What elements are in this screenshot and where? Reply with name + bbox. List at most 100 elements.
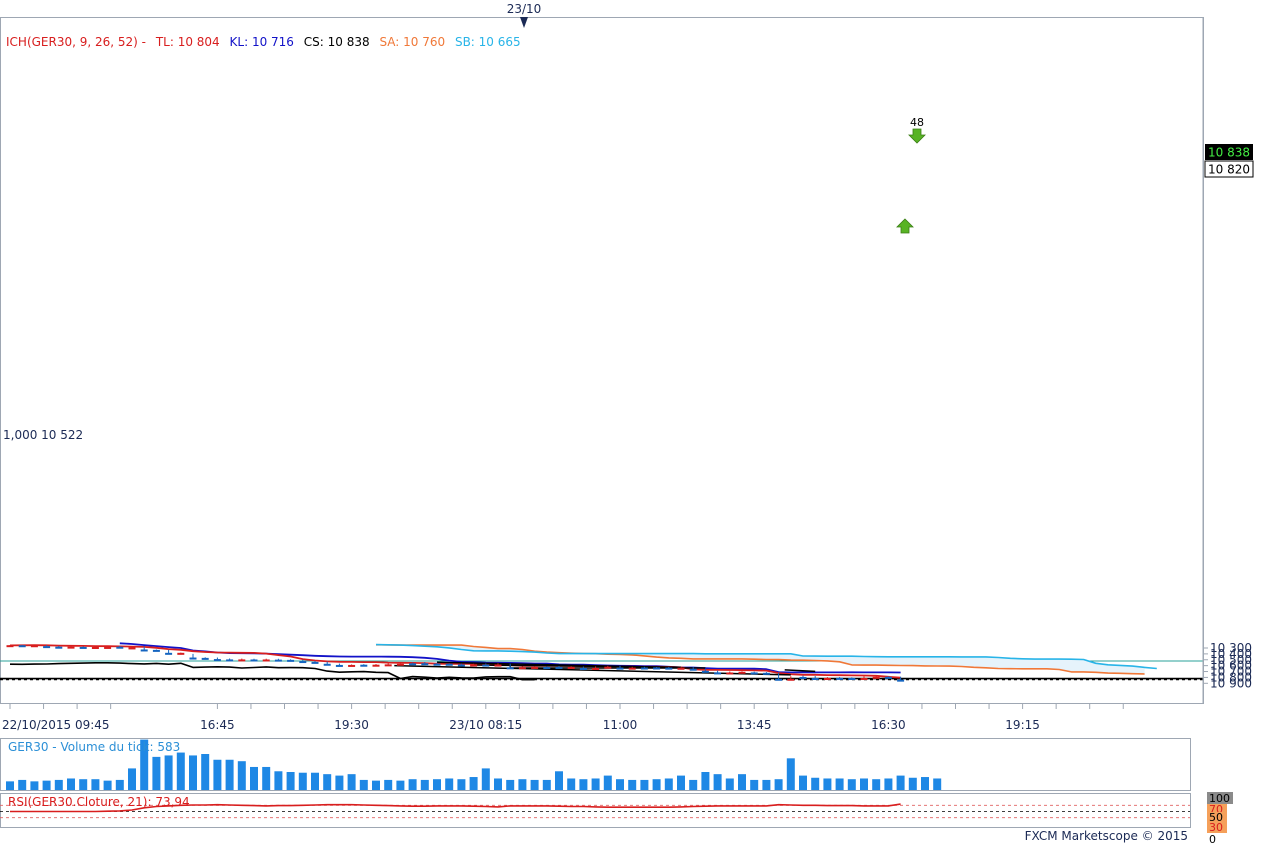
candle-body <box>555 666 563 669</box>
volume-bar <box>250 766 258 790</box>
candle-body <box>494 664 502 667</box>
candle-body <box>6 645 14 648</box>
candle-body <box>262 659 270 662</box>
candle-body <box>665 667 673 670</box>
candle-body <box>714 672 722 675</box>
volume-panel-label: GER30 - Volume du tick: 583 <box>8 740 180 754</box>
top-marker-arrow-icon <box>520 17 528 28</box>
up-arrow-icon <box>896 218 914 234</box>
rsi-level-100-box <box>1207 792 1233 804</box>
candle-body <box>165 652 173 655</box>
volume-bar <box>640 779 649 790</box>
trendline <box>784 669 816 673</box>
x-tick-label: 16:30 <box>871 718 906 732</box>
candle-body <box>250 659 258 662</box>
candle-body <box>897 679 905 682</box>
volume-bar <box>176 752 185 790</box>
chikou-value: CS: 10 838 <box>304 35 370 49</box>
candle-body <box>628 667 636 670</box>
candle-body <box>543 667 551 670</box>
rsi-panel-label: RSI(GER30.Cloture, 21): 73,94 <box>8 795 190 809</box>
candle-body <box>726 672 734 675</box>
candle-body <box>689 668 697 671</box>
ichimoku-legend: ICH(GER30, 9, 26, 52) - TL: 10 804 KL: 1… <box>6 35 521 49</box>
candle-body <box>799 676 807 679</box>
volume-bar <box>542 779 551 790</box>
volume-bar <box>396 780 405 790</box>
trendline <box>394 664 791 676</box>
price-tag-resistance <box>1204 160 1254 178</box>
candle-body <box>104 646 112 649</box>
candle-body <box>213 659 221 662</box>
candle-body <box>823 678 831 681</box>
y-tick-label: 10 600 <box>1210 659 1252 673</box>
volume-bar <box>384 779 393 790</box>
trendline <box>473 664 682 669</box>
volume-bar <box>189 755 197 790</box>
candle-body <box>445 663 453 666</box>
volume-bar <box>298 772 307 790</box>
volume-bar <box>164 755 173 790</box>
candle-body <box>677 667 685 670</box>
candle-body <box>579 668 587 671</box>
volume-bar <box>774 779 783 790</box>
volume-bar <box>799 775 807 790</box>
price-tag-current <box>1205 144 1253 160</box>
tenkan-value: TL: 10 804 <box>155 35 220 49</box>
candle-body <box>884 676 892 679</box>
span-b-line <box>375 643 1157 670</box>
candle-body <box>433 663 441 666</box>
candle-body <box>116 646 124 649</box>
x-tick-label: 16:45 <box>200 718 235 732</box>
candle-body <box>592 668 600 671</box>
candle-body <box>860 678 868 681</box>
volume-bar <box>506 779 515 790</box>
volume-bar <box>677 775 685 790</box>
candle-body <box>238 659 246 662</box>
candle-body <box>762 672 770 675</box>
rsi-polyline <box>10 803 901 813</box>
rsi-level-50: 50 <box>1209 811 1223 824</box>
volume-bar <box>213 759 222 790</box>
ichimoku-label: ICH(GER30, 9, 26, 52) - <box>6 35 146 49</box>
candle-body <box>653 667 661 670</box>
volume-bar <box>494 778 502 790</box>
candle-body <box>79 646 87 649</box>
candle-body <box>128 647 136 650</box>
candle-body <box>518 667 526 670</box>
volume-bar <box>579 779 588 790</box>
volume-bar <box>530 779 539 790</box>
rsi-level-labels: 100 70 50 30 0 <box>1207 792 1233 846</box>
candle-body <box>67 646 75 649</box>
volume-bar <box>128 768 136 790</box>
candle-body <box>55 646 63 649</box>
rsi-level-0: 0 <box>1209 833 1216 844</box>
volume-bar <box>664 778 673 790</box>
volume-bar <box>847 779 856 790</box>
y-tick-label: 10 300 <box>1210 641 1252 655</box>
volume-bar <box>725 778 734 790</box>
candle-body <box>372 664 380 667</box>
indicator-lines <box>9 642 1157 681</box>
candle-body <box>531 666 539 669</box>
y-tick-label: 10 900 <box>1210 676 1252 690</box>
candle-body <box>567 666 575 669</box>
candle-body <box>482 664 490 667</box>
volume-bar <box>6 781 14 790</box>
x-tick-label: 13:45 <box>737 718 772 732</box>
volume-bar <box>445 778 454 790</box>
volume-bar <box>750 779 759 790</box>
volume-bar <box>762 779 771 790</box>
volume-bar <box>311 772 319 790</box>
candle-body <box>457 664 465 667</box>
x-tick-label: 19:30 <box>334 718 369 732</box>
rsi-panel-frame <box>0 793 1191 828</box>
price-tag-resistance-text: 10 820 <box>1208 163 1250 177</box>
candle-body <box>43 646 51 649</box>
candle-body <box>775 678 783 681</box>
volume-bar <box>457 779 466 790</box>
volume-bar <box>225 759 234 790</box>
volume-bar <box>896 775 905 790</box>
x-tick-label: 23/10 08:15 <box>449 718 522 732</box>
